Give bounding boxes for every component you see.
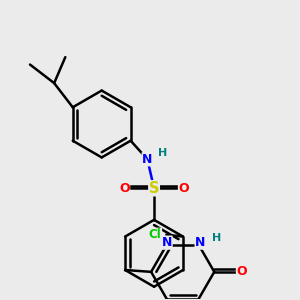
Text: N: N	[162, 236, 172, 249]
Text: O: O	[119, 182, 130, 195]
Text: O: O	[178, 182, 189, 195]
Text: H: H	[158, 148, 168, 158]
Text: N: N	[195, 236, 206, 249]
Text: N: N	[142, 153, 153, 166]
Text: Cl: Cl	[149, 228, 161, 241]
Text: H: H	[212, 233, 221, 243]
Text: O: O	[236, 266, 247, 278]
Text: S: S	[149, 181, 159, 196]
